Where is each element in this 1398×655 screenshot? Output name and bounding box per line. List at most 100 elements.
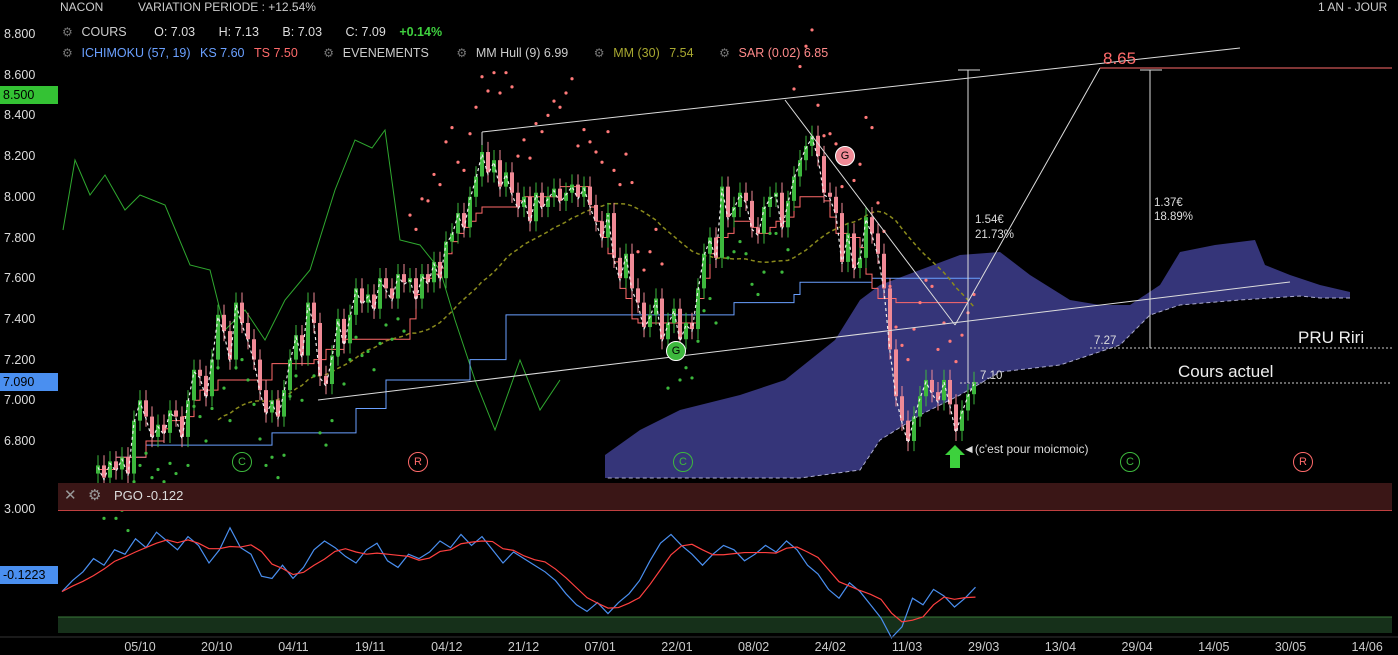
candle <box>186 400 190 437</box>
candle <box>576 184 580 197</box>
x-tick-label: 14/06 <box>1351 640 1383 654</box>
event-marker-C[interactable]: C <box>673 452 693 472</box>
event-marker-R[interactable]: R <box>1293 452 1313 472</box>
sar-dot <box>876 201 880 205</box>
event-marker-G[interactable]: G <box>666 341 686 361</box>
event-marker-C[interactable]: C <box>232 452 252 472</box>
candle <box>630 253 634 289</box>
candle <box>372 294 376 309</box>
candle <box>780 192 784 228</box>
candle <box>432 261 436 283</box>
sar-dot <box>336 353 340 358</box>
candle <box>756 227 760 234</box>
event-marker-G[interactable]: G <box>835 146 855 166</box>
sar-dot <box>270 455 274 459</box>
sar-dot <box>792 87 796 91</box>
candle <box>252 339 256 360</box>
candle <box>744 192 748 201</box>
sar-dot <box>168 461 172 465</box>
symbol-label: NACON <box>60 0 104 14</box>
sar-dot <box>528 156 532 160</box>
pgo-y-tick: 3.000 <box>4 502 36 516</box>
candle <box>216 314 220 360</box>
candle <box>810 135 814 146</box>
annotation-measure: 21.73% <box>975 229 1015 241</box>
annotation-target: 8.65 <box>1103 49 1137 68</box>
candle <box>354 288 358 315</box>
legend-hull[interactable]: MM Hull (9) 6.99 <box>475 46 569 60</box>
candle <box>132 420 136 474</box>
y-tick-label: 7.000 <box>4 393 36 408</box>
legend-evenements[interactable]: EVENEMENTS <box>342 46 429 60</box>
candle <box>726 186 730 218</box>
candle <box>240 302 244 323</box>
sar-dot <box>498 91 502 95</box>
event-marker-C[interactable]: C <box>1120 452 1140 472</box>
gear-icon[interactable]: ⚙ <box>456 46 468 60</box>
kijun-line <box>98 277 980 470</box>
legend-sar[interactable]: SAR (0.02) 6.85 <box>738 46 829 60</box>
pgo-line <box>61 526 976 639</box>
legend-mm30[interactable]: MM (30) <box>613 46 660 60</box>
sar-dot <box>924 278 928 282</box>
candle <box>750 200 754 228</box>
gear-icon[interactable]: ⚙ <box>88 487 102 504</box>
sar-dot <box>312 374 316 378</box>
candle <box>570 184 574 193</box>
legend-ichimoku[interactable]: ICHIMOKU (57, 19) <box>81 46 191 60</box>
x-tick-label: 21/12 <box>507 640 540 654</box>
sar-dot <box>138 463 142 468</box>
period-selector[interactable]: 1 AN - JOUR <box>1318 0 1388 14</box>
candle <box>684 322 688 340</box>
sar-dot <box>102 516 106 520</box>
gear-icon[interactable]: ⚙ <box>719 46 730 60</box>
candle <box>498 160 502 187</box>
close-icon[interactable]: ✕ <box>64 487 77 504</box>
candle <box>258 359 262 391</box>
annotation-measure: 18.89% <box>1154 211 1194 223</box>
gear-icon[interactable]: ⚙ <box>62 46 73 60</box>
annotation-measure: 1.54€ <box>975 214 1004 226</box>
sar-dot <box>798 64 802 69</box>
candle <box>300 335 304 356</box>
sar-dot <box>678 378 682 382</box>
candle <box>264 390 268 413</box>
gear-icon[interactable]: ⚙ <box>593 46 605 60</box>
candle <box>948 379 952 405</box>
sar-dot <box>162 480 166 484</box>
candle <box>396 274 400 299</box>
candle <box>246 322 250 340</box>
candle <box>228 331 232 360</box>
sar-dot <box>426 199 430 203</box>
sar-dot <box>570 77 574 81</box>
legend-cours-label[interactable]: COURS <box>81 25 127 39</box>
legend-indicators: ⚙ ICHIMOKU (57, 19) KS 7.60 TS 7.50 ⚙ EV… <box>62 46 830 60</box>
candle <box>522 196 526 207</box>
pgo-label[interactable]: PGO -0.122 <box>114 488 184 503</box>
candle <box>222 314 226 332</box>
sar-dot <box>360 353 364 358</box>
gear-icon[interactable]: ⚙ <box>323 46 335 60</box>
sar-dot <box>240 358 244 362</box>
candle <box>696 288 700 330</box>
candle <box>366 294 370 303</box>
candle <box>954 404 958 431</box>
candle <box>540 192 544 207</box>
sar-dot <box>726 256 730 260</box>
legend-high: H: 7.13 <box>218 25 259 39</box>
event-marker-R[interactable]: R <box>408 452 428 472</box>
candle <box>210 359 214 397</box>
gear-icon[interactable]: ⚙ <box>62 25 73 39</box>
candle <box>876 233 880 254</box>
sar-dot <box>348 358 352 362</box>
candle <box>180 416 184 437</box>
sar-dot <box>720 221 724 225</box>
sar-dot <box>936 347 940 352</box>
x-tick-label: 05/10 <box>124 640 156 654</box>
candle <box>510 172 514 193</box>
candle <box>642 302 646 328</box>
candle <box>894 349 898 397</box>
candle <box>150 416 154 437</box>
candle <box>888 288 892 350</box>
